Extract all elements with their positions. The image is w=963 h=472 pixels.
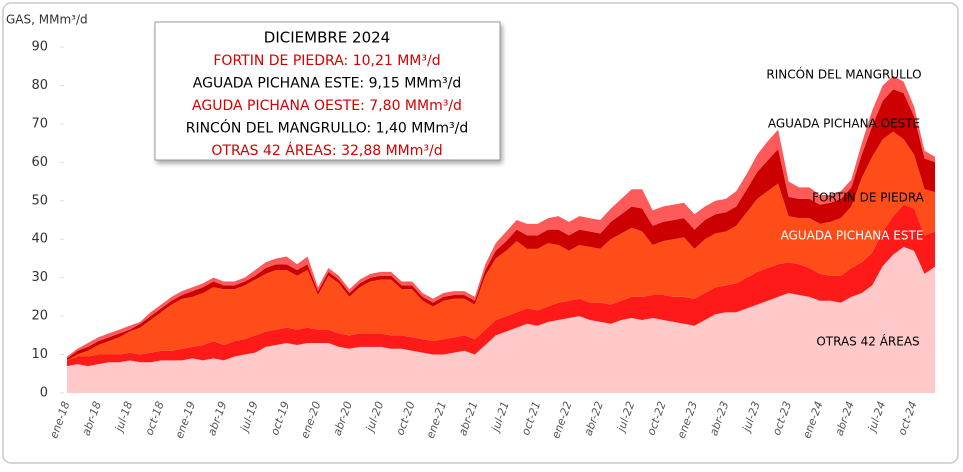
y-tick-label: 0 xyxy=(40,386,48,401)
series-label: AGUADA PICHANA OESTE xyxy=(768,117,920,131)
plot xyxy=(60,46,935,394)
series-label: FORTIN DE PIEDRA xyxy=(812,191,925,205)
y-tick-label: 80 xyxy=(31,78,48,93)
annotation-line: FORTIN DE PIEDRA: 10,21 MM³/d xyxy=(213,53,440,69)
annotation-box: DICIEMBRE 2024 FORTIN DE PIEDRA: 10,21 M… xyxy=(154,21,501,161)
annotation-line: AGUADA PICHANA ESTE: 9,15 MMm³/d xyxy=(193,76,461,92)
y-tick-label: 40 xyxy=(31,232,48,247)
y-tick-label: 20 xyxy=(31,309,48,324)
series-label: RINCÓN DEL MANGRULLO xyxy=(766,67,921,82)
y-tick-label: 60 xyxy=(31,155,48,170)
y-tick-label: 10 xyxy=(31,347,48,362)
annotation-line: AGUDA PICHANA OESTE: 7,80 MMm³/d xyxy=(192,98,462,114)
annotation-line: OTRAS 42 ÁREAS: 32,88 MMm³/d xyxy=(211,142,442,159)
annotation-title: DICIEMBRE 2024 xyxy=(264,29,390,47)
area xyxy=(67,246,935,393)
y-tick-label: 70 xyxy=(31,116,48,131)
annotation-frame xyxy=(154,21,501,161)
y-tick-label: 90 xyxy=(31,40,48,55)
area xyxy=(67,131,935,361)
annotation-line: RINCÓN DEL MANGRULLO: 1,40 MMm³/d xyxy=(186,119,469,137)
area xyxy=(67,204,935,367)
y-axis-label: GAS, MMm³/d xyxy=(6,13,88,27)
series-label: AGUADA PICHANA ESTE xyxy=(781,229,924,243)
series-label: OTRAS 42 ÁREAS xyxy=(816,334,919,349)
y-tick-label: 50 xyxy=(31,193,48,208)
y-tick-label: 30 xyxy=(31,270,48,285)
